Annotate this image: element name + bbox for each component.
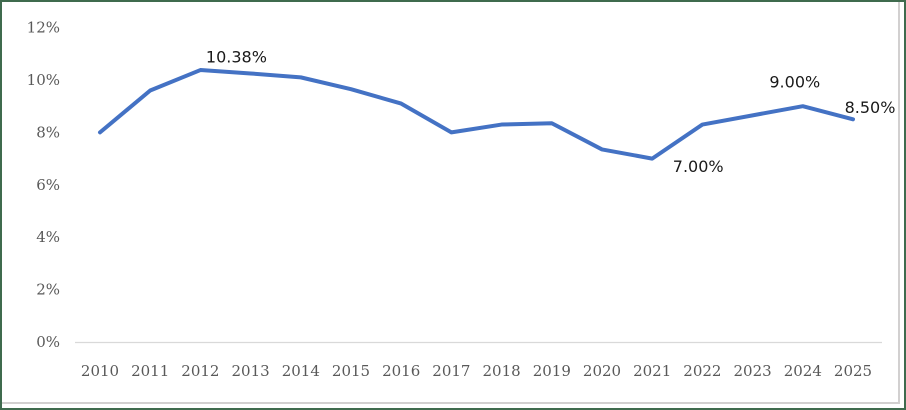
x-tick-label: 2013 xyxy=(232,362,270,380)
x-tick-label: 2024 xyxy=(784,362,822,380)
x-tick-label: 2020 xyxy=(583,362,621,380)
data-point-label: 8.50% xyxy=(845,98,896,117)
y-tick-label: 12% xyxy=(27,19,60,37)
y-tick-label: 8% xyxy=(36,123,60,141)
x-tick-label: 2021 xyxy=(633,362,671,380)
x-tick-label: 2023 xyxy=(734,362,772,380)
data-series-line xyxy=(98,68,855,161)
x-tick-label: 2014 xyxy=(282,362,320,380)
x-tick-label: 2010 xyxy=(81,362,119,380)
x-tick-label: 2022 xyxy=(683,362,721,380)
x-tick-label: 2018 xyxy=(483,362,521,380)
x-tick-label: 2019 xyxy=(533,362,571,380)
x-tick-label: 2011 xyxy=(131,362,169,380)
data-point-label: 10.38% xyxy=(206,48,267,67)
x-tick-label: 2016 xyxy=(382,362,420,380)
x-tick-label: 2012 xyxy=(181,362,219,380)
x-tick-label: 2015 xyxy=(332,362,370,380)
x-tick-label: 2017 xyxy=(432,362,470,380)
y-tick-label: 4% xyxy=(36,228,60,246)
chart-frame-right-border xyxy=(898,2,900,404)
chart-frame-bottom-border xyxy=(2,402,900,404)
y-tick-label: 6% xyxy=(36,176,60,194)
x-tick-label: 2025 xyxy=(834,362,872,380)
data-point-label: 7.00% xyxy=(673,157,724,176)
data-point-label: 9.00% xyxy=(769,73,820,92)
y-tick-label: 10% xyxy=(27,71,60,89)
y-tick-label: 2% xyxy=(36,281,60,299)
y-tick-label: 0% xyxy=(36,333,60,351)
